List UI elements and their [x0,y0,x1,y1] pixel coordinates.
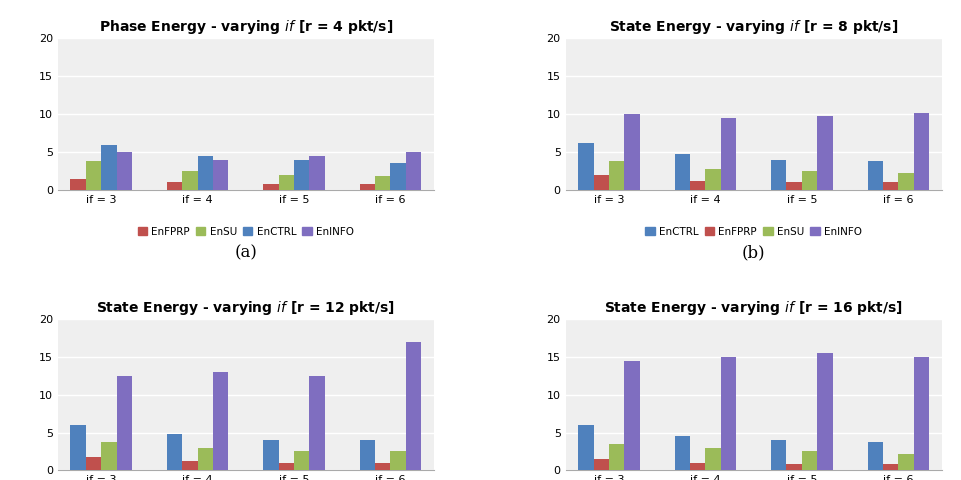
Bar [579,425,594,470]
Bar [390,452,406,470]
Title: State Energy - varying $\mathit{if}$ [r = 8 pkt/s]: State Energy - varying $\mathit{if}$ [r … [609,18,899,36]
Bar [375,463,390,470]
Bar [579,143,594,190]
Bar [359,440,375,470]
Bar [213,372,229,470]
Bar [786,182,801,190]
Bar [675,436,690,470]
Bar [625,114,640,190]
Bar [86,457,101,470]
Bar [309,156,325,190]
Bar [690,181,705,190]
Bar [70,179,86,190]
Bar [899,454,914,470]
Bar [721,357,736,470]
Bar [213,160,229,190]
Bar [914,357,929,470]
Bar [294,160,309,190]
Bar [101,442,116,470]
Legend: EnFPRP, EnSU, EnCTRL, EnINFO: EnFPRP, EnSU, EnCTRL, EnINFO [134,222,358,241]
Bar [899,173,914,190]
Bar [594,175,609,190]
Bar [625,360,640,470]
Title: State Energy - varying $\mathit{if}$ [r = 16 pkt/s]: State Energy - varying $\mathit{if}$ [r … [604,299,903,317]
Bar [818,116,833,190]
Bar [166,182,182,190]
Bar [771,160,786,190]
Bar [166,434,182,470]
Bar [801,452,818,470]
Bar [721,118,736,190]
Bar [609,161,625,190]
Bar [101,144,116,190]
Bar [263,440,279,470]
Bar [198,156,213,190]
Bar [279,463,294,470]
Bar [675,154,690,190]
Bar [690,463,705,470]
Bar [705,448,721,470]
Bar [883,464,899,470]
Bar [263,184,279,190]
Bar [294,452,309,470]
Bar [182,171,198,190]
Bar [771,440,786,470]
Title: Phase Energy - varying $\mathit{if}$ [r = 4 pkt/s]: Phase Energy - varying $\mathit{if}$ [r … [99,18,393,36]
Bar [406,152,421,190]
Title: State Energy - varying $\mathit{if}$ [r = 12 pkt/s]: State Energy - varying $\mathit{if}$ [r … [96,299,395,317]
Bar [116,152,132,190]
Bar [705,169,721,190]
Bar [359,184,375,190]
Bar [609,444,625,470]
Bar [868,442,883,470]
Bar [786,464,801,470]
Text: (a): (a) [234,244,258,262]
Bar [182,461,198,470]
Bar [70,425,86,470]
Bar [390,164,406,190]
Bar [868,161,883,190]
Bar [375,176,390,190]
Bar [914,113,929,190]
Bar [198,448,213,470]
Bar [116,376,132,470]
Text: (b): (b) [742,244,766,262]
Bar [818,353,833,470]
Legend: EnCTRL, EnFPRP, EnSU, EnINFO: EnCTRL, EnFPRP, EnSU, EnINFO [641,222,866,241]
Bar [406,342,421,470]
Bar [883,182,899,190]
Bar [801,171,818,190]
Bar [86,161,101,190]
Bar [309,376,325,470]
Bar [594,459,609,470]
Bar [279,175,294,190]
